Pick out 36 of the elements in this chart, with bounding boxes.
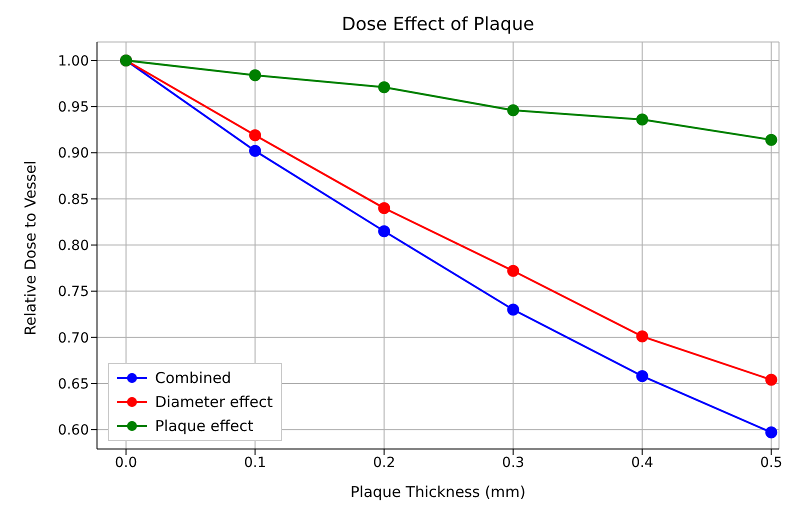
- point: [765, 426, 778, 438]
- chart-title: Dose Effect of Plaque: [340, 14, 536, 35]
- point: [636, 114, 648, 126]
- y-axis-title: Relative Dose to Vessel: [21, 160, 40, 336]
- y-tick-label: 0.75: [58, 284, 89, 300]
- legend-label: Combined: [155, 369, 232, 387]
- legend-label: Diameter effect: [155, 393, 273, 411]
- point: [765, 134, 778, 146]
- point: [249, 144, 262, 157]
- y-tick-label: 0.85: [58, 192, 89, 208]
- y-tick-label: 0.65: [58, 376, 89, 392]
- point: [249, 69, 262, 82]
- point: [378, 81, 390, 94]
- y-tick-label: 1.00: [58, 53, 89, 70]
- x-axis-title: Plaque Thickness (mm): [350, 483, 526, 501]
- point: [378, 202, 390, 214]
- y-tick-label: 0.60: [58, 422, 89, 439]
- y-tick-label: 0.95: [58, 100, 89, 116]
- point: [765, 374, 778, 386]
- x-tick-label: 0.5: [760, 454, 782, 471]
- y-tick-label: 0.90: [58, 146, 89, 162]
- x-tick-label: 0.1: [244, 454, 266, 471]
- y-tick-label: 0.80: [58, 238, 89, 254]
- point: [636, 370, 648, 382]
- point: [507, 104, 520, 116]
- point: [378, 225, 390, 238]
- point: [507, 304, 520, 316]
- x-tick-label: 0.3: [502, 454, 524, 471]
- x-tick-label: 0.0: [114, 454, 138, 471]
- x-tick-label: 0.4: [631, 454, 654, 471]
- point: [636, 330, 648, 342]
- point: [507, 264, 520, 277]
- legend-label: Plaque effect: [155, 417, 254, 435]
- point: [249, 129, 262, 142]
- y-tick-label: 0.70: [58, 330, 89, 346]
- x-tick-label: 0.2: [372, 454, 396, 471]
